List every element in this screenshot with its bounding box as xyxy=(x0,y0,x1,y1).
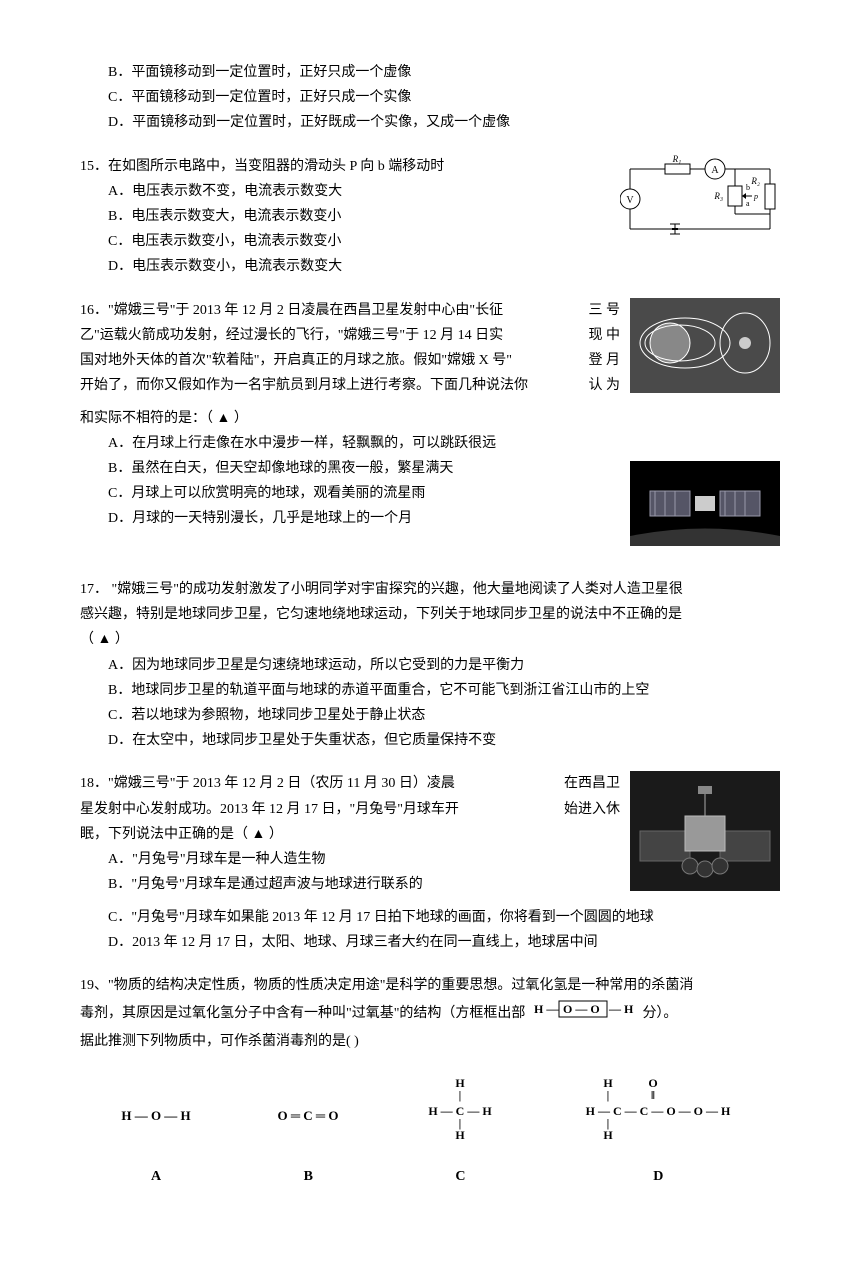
q17-optA: A．因为地球同步卫星是匀速绕地球运动，所以它受到的力是平衡力 xyxy=(80,653,780,678)
q14-optD: D．平面镜移动到一定位置时，正好既成一个实像，又成一个虚像 xyxy=(80,110,780,135)
r2-label: R₂ xyxy=(750,176,760,186)
mol-A-label: A xyxy=(80,1164,232,1189)
voltmeter-label: V xyxy=(626,195,634,206)
svg-text:O ═ C ═ O: O ═ C ═ O xyxy=(278,1108,339,1123)
q16: 16．"嫦娥三号"于 2013 年 12 月 2 日凌晨在西昌卫星发射中心由"长… xyxy=(80,298,780,560)
q14-options: B．平面镜移动到一定位置时，正好只成一个虚像 C．平面镜移动到一定位置时，正好只… xyxy=(80,60,780,136)
q19-l2-left: 毒剂，其原因是过氧化氢分子中含有一种叫"过氧基"的结构（方框框出部 xyxy=(80,1006,525,1021)
mol-A: H — O — H A xyxy=(80,1075,232,1189)
b-label: b xyxy=(746,183,750,192)
q18-l2-right: 始进入休 xyxy=(564,797,620,822)
q16-l1-right: 三 号 xyxy=(589,298,621,323)
q17-optB: B．地球同步卫星的轨道平面与地球的赤道平面重合，它不可能飞到浙江省江山市的上空 xyxy=(80,678,780,703)
q14-optB: B．平面镜移动到一定位置时，正好只成一个虚像 xyxy=(80,60,780,85)
q17-l1: 17． "嫦娥三号"的成功发射激发了小明同学对宇宙探究的兴趣，他大量地阅读了人类… xyxy=(80,577,780,602)
circuit-svg: V R₁ A R₂ R₃ b a p xyxy=(620,154,780,244)
mol-C-label: C xyxy=(384,1164,536,1189)
q18-l2-left: 星发射中心发射成功。2013 年 12 月 17 日，"月兔号"月球车开 xyxy=(80,802,459,817)
r3-label: R₃ xyxy=(713,191,723,201)
q17-optC: C．若以地球为参照物，地球同步卫星处于静止状态 xyxy=(80,703,780,728)
q15-circuit-figure: V R₁ A R₂ R₃ b a p xyxy=(620,154,780,253)
q18-l1-right: 在西昌卫 xyxy=(564,771,620,796)
q16-figure xyxy=(630,298,780,402)
q17: 17． "嫦娥三号"的成功发射激发了小明同学对宇宙探究的兴趣，他大量地阅读了人类… xyxy=(80,577,780,753)
rover-svg xyxy=(630,771,780,891)
svg-text:O — O: O — O xyxy=(563,1002,600,1016)
molecule-options: H — O — H A O ═ C ═ O B H | H — C — H | … xyxy=(80,1075,780,1189)
q16-l4-left: 开始了，而你又假如作为一名宇航员到月球上进行考察。下面几种说法你 xyxy=(80,378,528,393)
q17-optD: D．在太空中，地球同步卫星处于失重状态，但它质量保持不变 xyxy=(80,728,780,753)
svg-text:H —: H — xyxy=(534,1002,559,1016)
q16-l3-right: 登 月 xyxy=(589,348,621,373)
earth-moon-svg xyxy=(630,298,780,393)
q16-satellite-figure xyxy=(630,461,780,555)
mol-B-label: B xyxy=(232,1164,384,1189)
q17-l2: 感兴趣，特别是地球同步卫星，它匀速地绕地球运动，下列关于地球同步卫星的说法中不正… xyxy=(80,602,780,627)
mol-B: O ═ C ═ O B xyxy=(232,1075,384,1189)
svg-text:|: | xyxy=(459,1088,462,1102)
p-label: p xyxy=(753,192,758,201)
satellite-svg xyxy=(630,461,780,546)
q16-l2-right: 现 中 xyxy=(589,323,621,348)
q19-l2: 毒剂，其原因是过氧化氢分子中含有一种叫"过氧基"的结构（方框框出部 H — O … xyxy=(80,998,780,1029)
svg-text:H — O — H: H — O — H xyxy=(121,1108,190,1123)
svg-text:|: | xyxy=(607,1088,610,1102)
q15: V R₁ A R₂ R₃ b a p xyxy=(80,154,780,280)
q17-l3: （ ▲ ） xyxy=(80,627,780,652)
r1-label: R₁ xyxy=(672,154,682,164)
q16-l4-right: 认 为 xyxy=(589,373,621,398)
peroxy-structure: H — O — O — H xyxy=(529,998,639,1029)
q16-optA: A．在月球上行走像在水中漫步一样，轻飘飘的，可以跳跃很远 xyxy=(80,431,780,456)
q16-l2-left: 乙"运载火箭成功发射，经过漫长的飞行，"嫦娥三号"于 12 月 14 日实 xyxy=(80,328,503,343)
q19-l2-right: 分）。 xyxy=(642,1006,677,1021)
a-label: a xyxy=(746,199,750,208)
svg-text:H: H xyxy=(456,1128,466,1142)
ammeter-label: A xyxy=(711,165,719,176)
mol-D-label: D xyxy=(537,1164,780,1189)
mol-C: H | H — C — H | H C xyxy=(384,1075,536,1189)
q19-l3: 据此推测下列物质中，可作杀菌消毒剂的是( ) xyxy=(80,1029,780,1054)
q14-optC: C．平面镜移动到一定位置时，正好只成一个实像 xyxy=(80,85,780,110)
q16-l1-left: 16．"嫦娥三号"于 2013 年 12 月 2 日凌晨在西昌卫星发射中心由"长… xyxy=(80,303,503,318)
q16-l3-left: 国对地外天体的首次"软着陆"，开启真正的月球之旅。假如"嫦娥 X 号" xyxy=(80,353,512,368)
q16-l5: 和实际不相符的是：（ ▲ ） xyxy=(80,406,780,431)
q15-optD: D．电压表示数变小，电流表示数变大 xyxy=(80,254,780,279)
mol-D: H O | ‖ H — C — C — O — O — H | H D xyxy=(537,1075,780,1189)
q18: 18．"嫦娥三号"于 2013 年 12 月 2 日（农历 11 月 30 日）… xyxy=(80,771,780,955)
svg-text:H: H xyxy=(604,1128,614,1142)
q18-optC: C．"月兔号"月球车如果能 2013 年 12 月 17 日拍下地球的画面，你将… xyxy=(80,905,780,930)
svg-text:‖: ‖ xyxy=(651,1088,655,1102)
q18-l1-left: 18．"嫦娥三号"于 2013 年 12 月 2 日（农历 11 月 30 日）… xyxy=(80,776,455,791)
svg-text:— H: — H xyxy=(608,1002,634,1016)
q19-l1: 19、"物质的结构决定性质，物质的性质决定用途"是科学的重要思想。过氧化氢是一种… xyxy=(80,973,780,998)
q19: 19、"物质的结构决定性质，物质的性质决定用途"是科学的重要思想。过氧化氢是一种… xyxy=(80,973,780,1189)
q18-optD: D．2013 年 12 月 17 日，太阳、地球、月球三者大约在同一直线上，地球… xyxy=(80,930,780,955)
q18-figure xyxy=(630,771,780,900)
